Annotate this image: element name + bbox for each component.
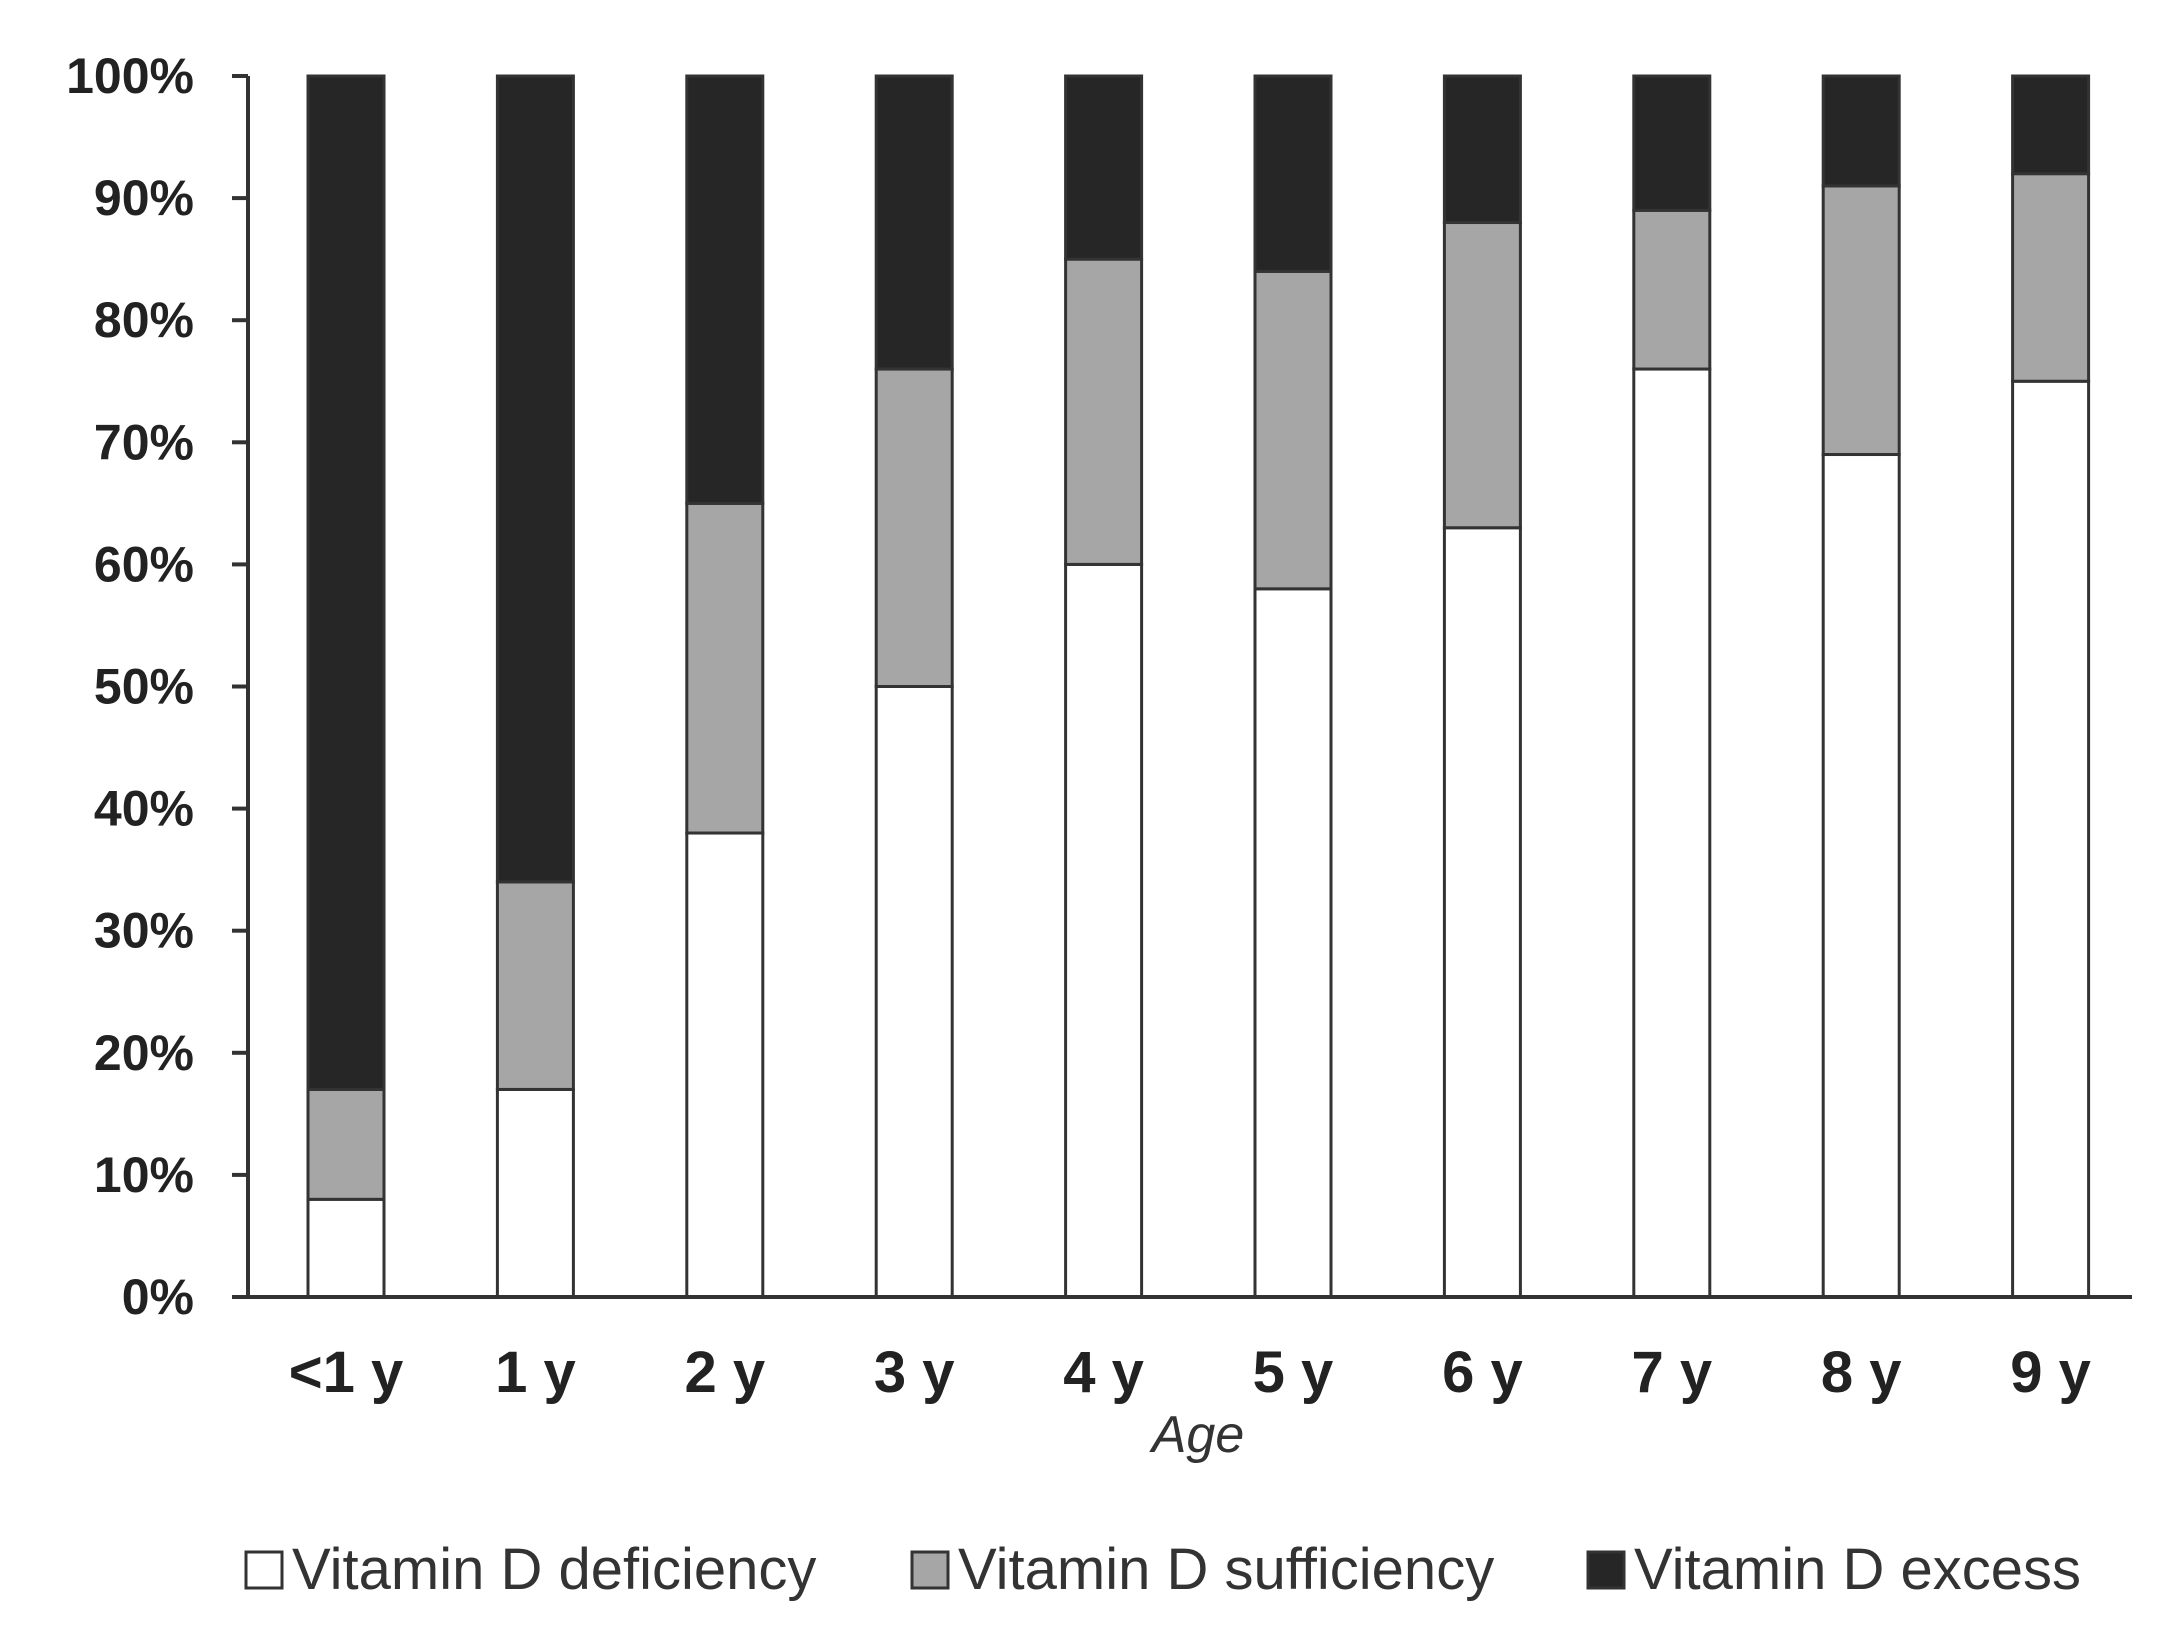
y-tick-label: 40%	[94, 781, 194, 837]
bar-vitamin-d-deficiency-4-y	[1064, 562, 1144, 1299]
y-tick-label: 20%	[94, 1025, 194, 1081]
bar-vitamin-d-excess-4-y	[1064, 74, 1144, 261]
legend-swatch-excess	[1586, 1550, 1626, 1590]
bar-vitamin-d-sufficiency-3-y	[874, 367, 954, 688]
bar-vitamin-d-excess-2-y	[685, 74, 765, 505]
legend-swatch-deficiency	[244, 1550, 284, 1590]
bar-vitamin-d-deficiency-5-y	[1253, 587, 1333, 1299]
bar-vitamin-d-excess-1-y	[495, 74, 575, 884]
bar-vitamin-d-sufficiency-4-y	[1064, 257, 1144, 566]
x-category-label: 9 y	[2010, 1340, 2091, 1405]
x-category-label: 8 y	[1821, 1340, 1902, 1405]
bar-vitamin-d-deficiency-8-y	[1821, 453, 1901, 1299]
bars-layer	[306, 74, 2091, 1299]
bar-vitamin-d-excess-5-y	[1253, 74, 1333, 273]
bar-vitamin-d-deficiency-2-y	[685, 831, 765, 1299]
x-category-label: 3 y	[874, 1340, 955, 1405]
legend-label-excess: Vitamin D excess	[1634, 1537, 2081, 1602]
x-category-label: <1 y	[289, 1340, 404, 1405]
y-tick-label: 10%	[94, 1147, 194, 1203]
bar-vitamin-d-sufficiency-5-y	[1253, 269, 1333, 591]
y-tick-label: 0%	[122, 1269, 194, 1325]
x-category-label: 5 y	[1253, 1340, 1334, 1405]
y-tick-label: 30%	[94, 903, 194, 959]
bar-vitamin-d-excess-3-y	[874, 74, 954, 371]
bar-vitamin-d-excess-9-y	[2011, 74, 2091, 176]
y-tick-label: 50%	[94, 659, 194, 715]
y-tick-label: 90%	[94, 170, 194, 226]
x-category-label: 6 y	[1442, 1340, 1523, 1405]
x-category-labels: <1 y 1 y 2 y 3 y 4 y 5 y 6 y 7 y 8 y 9 y	[289, 1340, 2091, 1405]
bar-vitamin-d-excess-6-y	[1442, 74, 1522, 225]
bar-vitamin-d-deficiency-1-y	[306, 1197, 386, 1299]
legend-label-deficiency: Vitamin D deficiency	[292, 1537, 816, 1602]
y-tick-label: 80%	[94, 292, 194, 348]
x-category-label: 7 y	[1631, 1340, 1712, 1405]
legend: Vitamin D deficiency Vitamin D sufficien…	[244, 1537, 2081, 1602]
bar-vitamin-d-sufficiency-9-y	[2011, 172, 2091, 383]
y-tick-label: 60%	[94, 536, 194, 592]
x-category-label: 1 y	[495, 1340, 576, 1405]
bar-vitamin-d-deficiency-1-y	[495, 1087, 575, 1299]
x-axis-title: Age	[1149, 1406, 1245, 1464]
bar-vitamin-d-deficiency-6-y	[1442, 526, 1522, 1299]
bar-vitamin-d-excess-7-y	[1632, 74, 1712, 212]
y-tick-labels: 0% 10% 20% 30% 40% 50% 60% 70% 80% 90% 100%	[66, 48, 248, 1325]
bar-vitamin-d-sufficiency-7-y	[1632, 208, 1712, 371]
x-category-label: 2 y	[684, 1340, 765, 1405]
bar-vitamin-d-deficiency-3-y	[874, 685, 954, 1299]
bar-vitamin-d-sufficiency-8-y	[1821, 184, 1901, 457]
bar-vitamin-d-excess-8-y	[1821, 74, 1901, 188]
bar-vitamin-d-excess-1-y	[306, 74, 386, 1091]
y-tick-label: 70%	[94, 414, 194, 470]
legend-label-sufficiency: Vitamin D sufficiency	[958, 1537, 1494, 1602]
bar-vitamin-d-sufficiency-1-y	[495, 880, 575, 1091]
bar-vitamin-d-deficiency-9-y	[2011, 379, 2091, 1299]
y-tick-label: 100%	[66, 48, 194, 104]
bar-vitamin-d-sufficiency-6-y	[1442, 221, 1522, 530]
bar-vitamin-d-sufficiency-2-y	[685, 501, 765, 835]
bar-vitamin-d-deficiency-7-y	[1632, 367, 1712, 1299]
legend-swatch-sufficiency	[910, 1550, 950, 1590]
bar-vitamin-d-sufficiency-1-y	[306, 1087, 386, 1201]
x-category-label: 4 y	[1063, 1340, 1144, 1405]
